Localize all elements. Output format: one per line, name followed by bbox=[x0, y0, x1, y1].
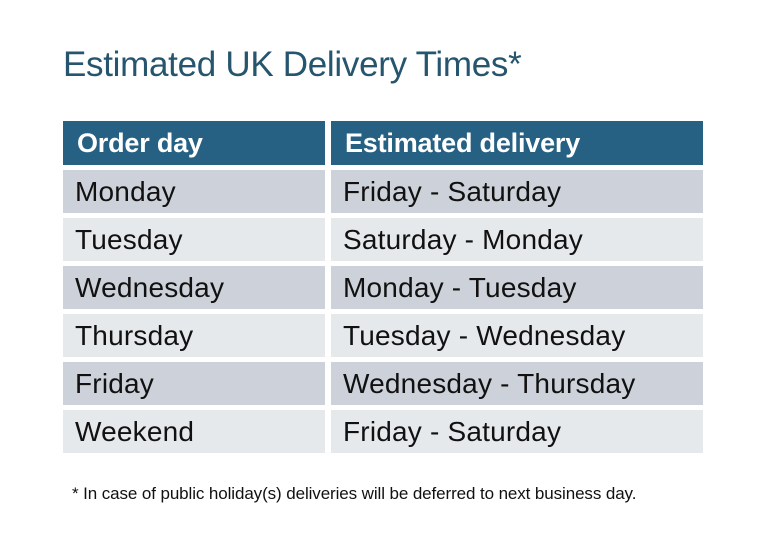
table-cell-estimated-delivery: Friday - Saturday bbox=[331, 410, 703, 453]
table-row: Friday Wednesday - Thursday bbox=[63, 362, 703, 405]
table-row: Wednesday Monday - Tuesday bbox=[63, 266, 703, 309]
table-cell-estimated-delivery: Friday - Saturday bbox=[331, 170, 703, 213]
table-cell-estimated-delivery: Saturday - Monday bbox=[331, 218, 703, 261]
table-cell-order-day: Monday bbox=[63, 170, 325, 213]
table-header-row: Order day Estimated delivery bbox=[63, 121, 703, 165]
table-row: Monday Friday - Saturday bbox=[63, 170, 703, 213]
table-cell-order-day: Wednesday bbox=[63, 266, 325, 309]
table-cell-estimated-delivery: Wednesday - Thursday bbox=[331, 362, 703, 405]
table-cell-estimated-delivery: Monday - Tuesday bbox=[331, 266, 703, 309]
footnote-text: * In case of public holiday(s) deliverie… bbox=[72, 484, 637, 503]
page-title: Estimated UK Delivery Times* bbox=[63, 45, 522, 84]
table-cell-estimated-delivery: Tuesday - Wednesday bbox=[331, 314, 703, 357]
column-header-estimated-delivery: Estimated delivery bbox=[331, 121, 703, 165]
delivery-times-table: Order day Estimated delivery Monday Frid… bbox=[63, 121, 703, 453]
column-header-order-day: Order day bbox=[63, 121, 325, 165]
table-row: Weekend Friday - Saturday bbox=[63, 410, 703, 453]
table-cell-order-day: Friday bbox=[63, 362, 325, 405]
table-row: Thursday Tuesday - Wednesday bbox=[63, 314, 703, 357]
table-row: Tuesday Saturday - Monday bbox=[63, 218, 703, 261]
table-cell-order-day: Thursday bbox=[63, 314, 325, 357]
table-cell-order-day: Tuesday bbox=[63, 218, 325, 261]
table-cell-order-day: Weekend bbox=[63, 410, 325, 453]
